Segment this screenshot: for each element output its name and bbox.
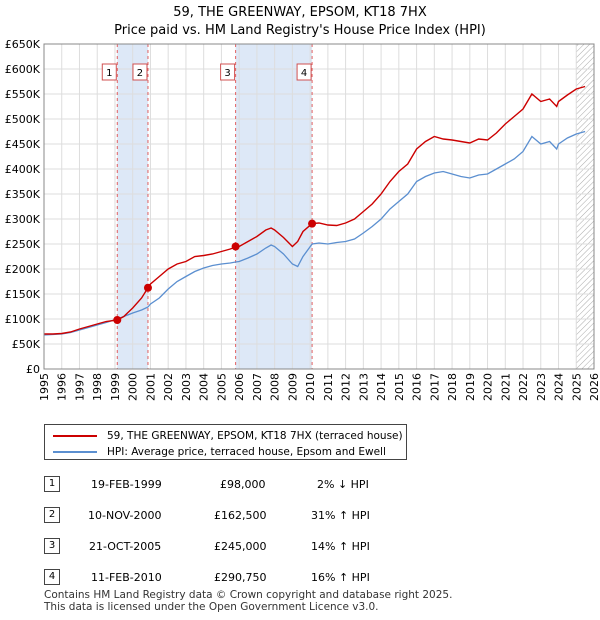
property-price-line <box>44 85 586 335</box>
sale-number-box <box>220 63 236 81</box>
sale-date: 10-NOV-2000 <box>88 509 162 522</box>
x-tick-label: 1997 <box>73 373 86 401</box>
x-tick-label: 2002 <box>162 373 175 401</box>
x-tick-label: 2009 <box>286 373 299 401</box>
y-tick-label: £200K <box>5 263 41 276</box>
sale-hpi-change: 14% ↑ HPI <box>311 540 370 553</box>
sale-badge: 3 <box>44 538 60 554</box>
x-tick-label: 2006 <box>233 373 246 401</box>
x-tick-label: 2026 <box>588 373 600 401</box>
x-tick-label: 2003 <box>180 373 193 401</box>
attribution-footer: Contains HM Land Registry data © Crown c… <box>44 589 452 613</box>
x-tick-label: 2021 <box>499 373 512 401</box>
sale-price: £290,750 <box>214 571 267 584</box>
plot-frame <box>43 43 595 370</box>
sale-number-label: 1 <box>106 68 112 79</box>
y-tick-label: £300K <box>5 213 41 226</box>
legend-label-hpi: HPI: Average price, terraced house, Epso… <box>107 446 386 458</box>
sale-row: 2 10-NOV-2000 £162,500 31% ↑ HPI <box>44 507 464 525</box>
sale-number-box <box>296 63 312 81</box>
y-tick-label: £50K <box>12 338 41 351</box>
sale-number-label: 2 <box>137 68 143 79</box>
price-chart: 1 2 3 4 £0 £50K £100K £150K £200K £250K £300K £350K… <box>5 38 600 401</box>
sale-point <box>231 242 240 251</box>
sale-date: 11-FEB-2010 <box>91 571 162 584</box>
x-tick-label: 1995 <box>38 373 51 401</box>
x-tick-label: 2019 <box>464 373 477 401</box>
y-tick-label: £250K <box>5 238 41 251</box>
y-tick-label: £0 <box>26 363 40 376</box>
hatched-region <box>576 44 594 369</box>
x-tick-label: 1999 <box>109 373 122 401</box>
y-tick-label: £550K <box>5 88 41 101</box>
x-tick-label: 2005 <box>215 373 228 401</box>
x-tick-label: 2023 <box>535 373 548 401</box>
legend-swatch-hpi <box>53 451 97 453</box>
sale-number-label: 3 <box>224 68 230 79</box>
x-tick-label: 2012 <box>340 373 353 401</box>
x-tick-label: 2014 <box>375 373 388 401</box>
legend-item-property: 59, THE GREENWAY, EPSOM, KT18 7HX (terra… <box>53 428 403 444</box>
hpi-line <box>43 130 586 336</box>
legend-item-hpi: HPI: Average price, terraced house, Epso… <box>53 444 386 460</box>
x-tick-label: 2017 <box>428 373 441 401</box>
sale-number-box <box>132 63 148 81</box>
y-tick-label: £400K <box>5 163 41 176</box>
sale-date: 19-FEB-1999 <box>91 478 162 491</box>
x-tick-label: 2008 <box>269 373 282 401</box>
sale-hpi-change: 2% ↓ HPI <box>317 478 369 491</box>
sale-point <box>308 219 317 228</box>
sale-price: £162,500 <box>214 509 267 522</box>
x-tick-label: 2011 <box>322 373 335 401</box>
sale-row: 4 11-FEB-2010 £290,750 16% ↑ HPI <box>44 569 464 587</box>
sale-hpi-change: 31% ↑ HPI <box>311 509 370 522</box>
sale-point <box>143 283 152 292</box>
attribution-line-1: Contains HM Land Registry data © Crown c… <box>44 589 453 601</box>
y-tick-label: £450K <box>5 138 41 151</box>
y-tick-label: £350K <box>5 188 41 201</box>
y-tick-label: £600K <box>5 63 41 76</box>
sale-price: £245,000 <box>214 540 267 553</box>
chart-title: 59, THE GREENWAY, EPSOM, KT18 7HX <box>173 5 427 20</box>
x-tick-label: 2004 <box>198 373 211 401</box>
sale-hpi-change: 16% ↑ HPI <box>311 571 370 584</box>
sale-price: £98,000 <box>220 478 266 491</box>
x-tick-label: 2015 <box>393 373 406 401</box>
x-tick-label: 2013 <box>357 373 370 401</box>
x-tick-label: 1998 <box>91 373 104 401</box>
x-tick-label: 2018 <box>446 373 459 401</box>
sale-badge: 4 <box>44 569 60 585</box>
x-tick-label: 2010 <box>304 373 317 401</box>
x-tick-label: 2007 <box>251 373 264 401</box>
x-tick-label: 2025 <box>570 373 583 401</box>
y-tick-label: £100K <box>5 313 41 326</box>
sale-row: 1 19-FEB-1999 £98,000 2% ↓ HPI <box>44 476 464 494</box>
chart-subtitle: Price paid vs. HM Land Registry's House … <box>114 23 486 38</box>
sale-date: 21-OCT-2005 <box>89 540 162 553</box>
sale-number-box <box>101 63 117 81</box>
y-tick-label: £150K <box>5 288 41 301</box>
x-tick-label: 2020 <box>482 373 495 401</box>
chart-legend: 59, THE GREENWAY, EPSOM, KT18 7HX (terra… <box>44 424 407 460</box>
legend-swatch-property <box>53 435 97 437</box>
sale-number-label: 4 <box>301 68 307 79</box>
sale-badge: 2 <box>44 507 60 523</box>
sale-point <box>113 316 122 324</box>
shaded-period <box>235 44 313 369</box>
legend-label-property: 59, THE GREENWAY, EPSOM, KT18 7HX (terra… <box>107 430 403 442</box>
sale-badge: 1 <box>44 476 60 492</box>
attribution-line-2: This data is licensed under the Open Gov… <box>44 601 379 613</box>
x-tick-label: 2001 <box>144 373 157 401</box>
x-tick-label: 2000 <box>127 373 140 401</box>
x-tick-label: 2016 <box>411 373 424 401</box>
x-tick-label: 2024 <box>553 373 566 401</box>
y-tick-label: £500K <box>5 113 41 126</box>
x-tick-label: 2022 <box>517 373 530 401</box>
y-tick-label: £650K <box>5 38 41 51</box>
x-tick-label: 1996 <box>56 373 69 401</box>
sale-row: 3 21-OCT-2005 £245,000 14% ↑ HPI <box>44 538 464 556</box>
